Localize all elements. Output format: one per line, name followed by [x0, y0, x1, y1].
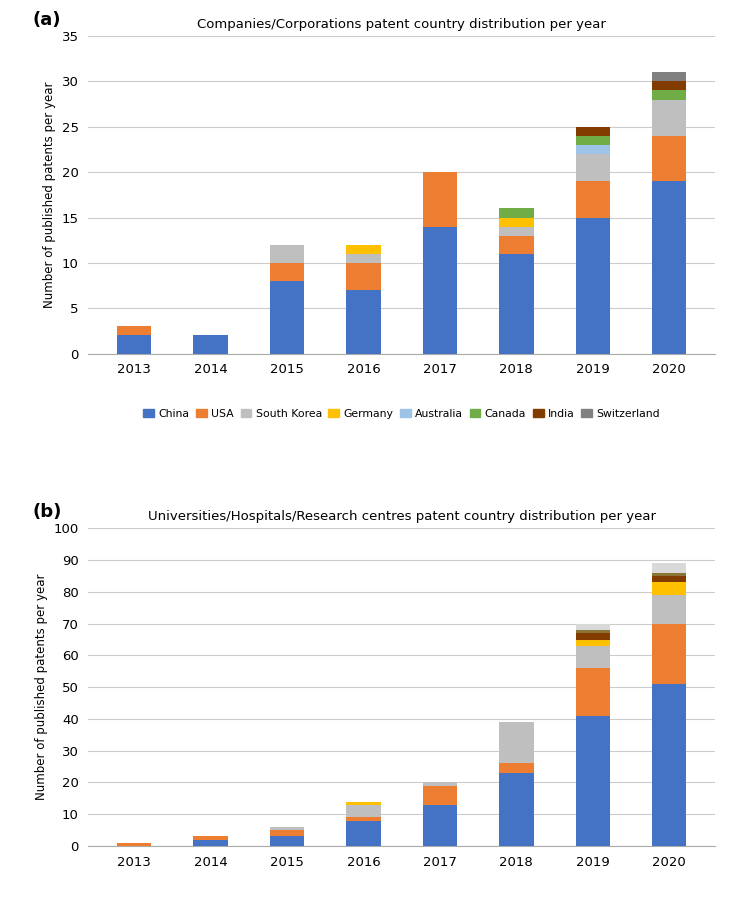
Bar — [270, 281, 304, 354]
Y-axis label: Number of published patents per year: Number of published patents per year — [43, 82, 56, 308]
Bar — [652, 100, 686, 136]
Bar — [346, 290, 380, 354]
Bar — [576, 668, 610, 716]
Bar — [423, 805, 457, 846]
Y-axis label: Number of published patents per year: Number of published patents per year — [35, 574, 48, 800]
Bar — [346, 805, 380, 817]
Bar — [117, 336, 151, 354]
Bar — [499, 763, 534, 773]
Bar — [270, 245, 304, 263]
Bar — [576, 646, 610, 668]
Bar — [652, 563, 686, 572]
Bar — [652, 624, 686, 684]
Bar — [499, 218, 534, 227]
Bar — [652, 595, 686, 624]
Bar — [499, 773, 534, 846]
Title: Companies/Corporations patent country distribution per year: Companies/Corporations patent country di… — [198, 18, 606, 31]
Bar — [576, 154, 610, 181]
Legend: China, USA, South Korea, Germany, Australia, India, United Kingdom, France: China, USA, South Korea, Germany, Austra… — [132, 899, 671, 900]
Bar — [346, 245, 380, 254]
Bar — [576, 218, 610, 354]
Bar — [576, 624, 610, 630]
Bar — [346, 802, 380, 805]
Bar — [652, 136, 686, 181]
Bar — [652, 72, 686, 81]
Bar — [576, 127, 610, 136]
Text: (b): (b) — [32, 503, 61, 521]
Bar — [652, 576, 686, 582]
Bar — [193, 836, 228, 840]
Bar — [576, 634, 610, 640]
Bar — [346, 254, 380, 263]
Bar — [652, 81, 686, 91]
Bar — [499, 227, 534, 236]
Bar — [652, 91, 686, 100]
Bar — [499, 722, 534, 763]
Bar — [652, 582, 686, 595]
Bar — [576, 630, 610, 634]
Bar — [423, 782, 457, 786]
Bar — [423, 227, 457, 354]
Legend: China, USA, South Korea, Germany, Australia, Canada, India, Switzerland: China, USA, South Korea, Germany, Austra… — [142, 407, 662, 421]
Bar — [346, 821, 380, 846]
Bar — [270, 836, 304, 846]
Bar — [652, 181, 686, 354]
Bar — [499, 236, 534, 254]
Bar — [576, 640, 610, 646]
Bar — [423, 786, 457, 805]
Text: (a): (a) — [32, 11, 60, 29]
Bar — [346, 817, 380, 821]
Bar — [193, 840, 228, 846]
Bar — [499, 254, 534, 354]
Bar — [117, 327, 151, 336]
Bar — [576, 145, 610, 154]
Title: Universities/Hospitals/Research centres patent country distribution per year: Universities/Hospitals/Research centres … — [147, 510, 656, 523]
Bar — [576, 181, 610, 218]
Bar — [499, 209, 534, 218]
Bar — [652, 684, 686, 846]
Bar — [270, 263, 304, 281]
Bar — [117, 842, 151, 846]
Bar — [576, 716, 610, 846]
Bar — [270, 830, 304, 836]
Bar — [346, 263, 380, 290]
Bar — [576, 136, 610, 145]
Bar — [270, 827, 304, 830]
Bar — [423, 172, 457, 227]
Bar — [652, 572, 686, 576]
Bar — [193, 336, 228, 354]
